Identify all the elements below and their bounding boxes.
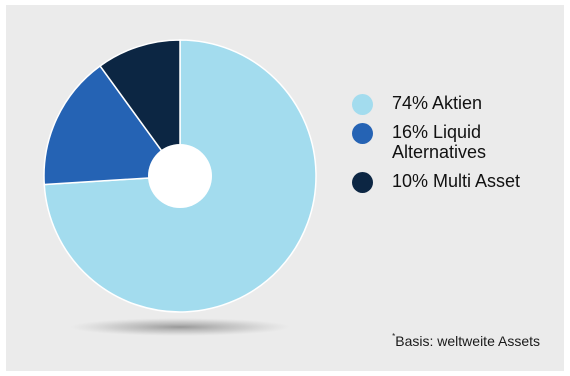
legend-swatch-multi-asset (352, 172, 373, 193)
legend-item-multi-asset: 10% Multi Asset (352, 171, 562, 193)
legend-label-liquid-line2: Alternatives (392, 142, 487, 162)
legend: 74% Aktien 16% Liquid Alternatives 10% M… (352, 93, 562, 200)
legend-label-aktien: 74% Aktien (392, 93, 483, 113)
chart-shadow (70, 318, 290, 336)
legend-item-liquid-alternatives: 16% Liquid Alternatives (352, 122, 562, 162)
legend-swatch-liquid-alternatives (352, 123, 373, 144)
legend-swatch-aktien (352, 94, 373, 115)
chart-panel: 74% Aktien 16% Liquid Alternatives 10% M… (6, 5, 564, 371)
donut-hole (148, 144, 212, 208)
legend-label-multi-asset: 10% Multi Asset (392, 171, 521, 191)
slice-liquid-alternatives (43, 64, 182, 186)
slice-multi-asset (99, 39, 181, 179)
legend-label-liquid-line1: 16% Liquid (392, 122, 482, 142)
footnote-marker: * (392, 332, 396, 341)
footnote-text: Basis: weltweite Assets (395, 333, 540, 349)
footnote: *Basis: weltweite Assets (392, 332, 540, 349)
donut-chart (43, 39, 317, 336)
legend-item-aktien: 74% Aktien (352, 93, 562, 115)
